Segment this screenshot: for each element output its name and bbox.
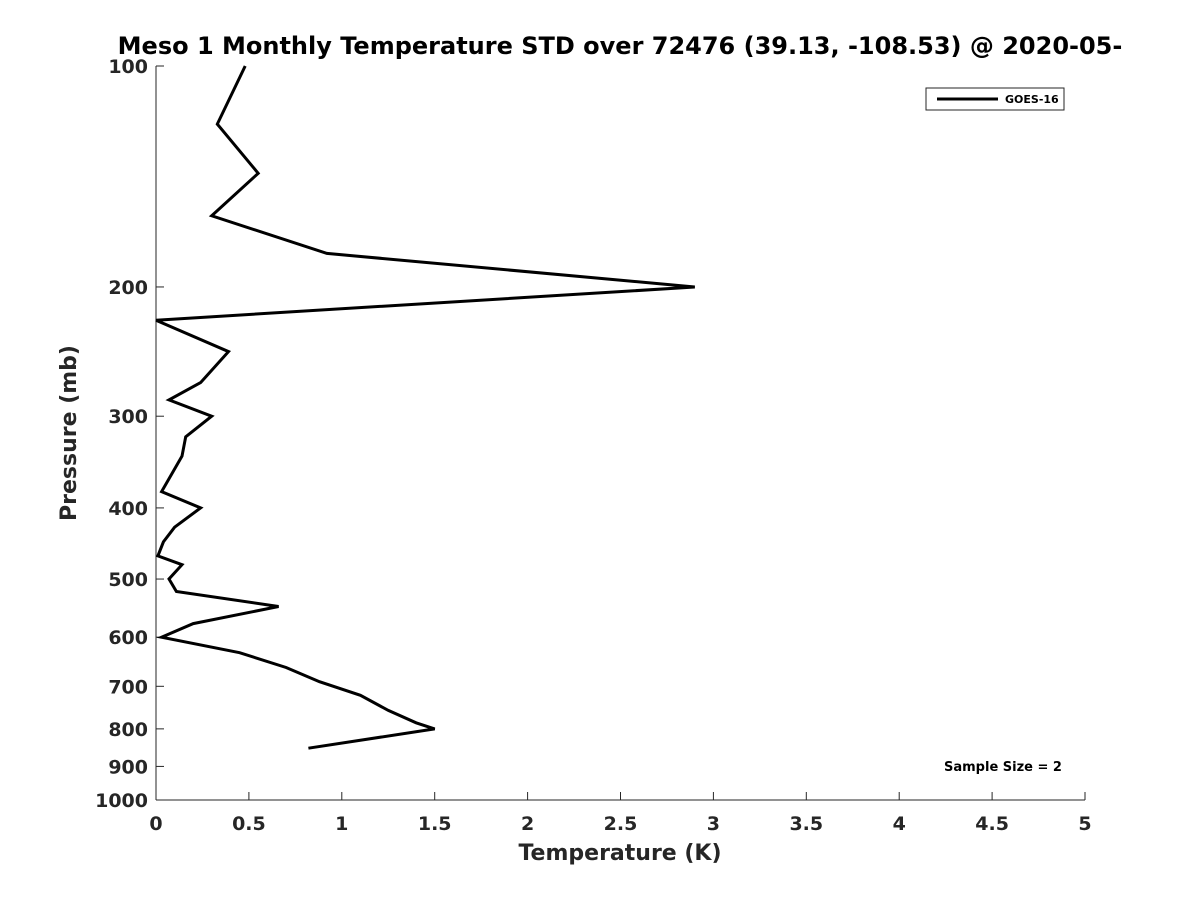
x-tick-label: 4 — [893, 813, 906, 835]
y-tick-label: 500 — [108, 569, 148, 591]
legend-label: GOES-16 — [1005, 93, 1059, 106]
x-tick-label: 1.5 — [418, 813, 452, 835]
legend: GOES-16 — [925, 87, 1065, 111]
y-axis-label: Pressure (mb) — [57, 345, 82, 521]
x-tick-label: 0.5 — [232, 813, 266, 835]
x-tick-label: 3 — [707, 813, 720, 835]
y-tick-label: 300 — [108, 406, 148, 428]
y-tick-label: 100 — [108, 56, 148, 78]
y-tick-label: 700 — [108, 676, 148, 698]
series-group — [155, 65, 695, 750]
x-tick-label: 0 — [149, 813, 162, 835]
x-tick-label: 2 — [521, 813, 534, 835]
axes — [155, 66, 1085, 801]
x-tick-label: 4.5 — [975, 813, 1009, 835]
y-tick-label: 1000 — [95, 790, 148, 812]
y-tick-label: 200 — [108, 277, 148, 299]
y-tick-label: 400 — [108, 498, 148, 520]
y-tick-label: 800 — [108, 719, 148, 741]
x-ticks: 0 0.5 1 1.5 2 2.5 3 3.5 4 4.5 5 — [149, 792, 1092, 835]
x-tick-label: 1 — [335, 813, 348, 835]
y-ticks: 100 200 300 400 500 600 700 800 900 1000 — [95, 56, 164, 812]
y-tick-label: 600 — [108, 627, 148, 649]
series-line-0 — [155, 65, 695, 750]
x-tick-label: 5 — [1078, 813, 1091, 835]
y-tick-label: 900 — [108, 756, 148, 778]
sample-size-annotation: Sample Size = 2 — [944, 760, 1062, 775]
x-axis-label: Temperature (K) — [518, 841, 721, 866]
x-tick-label: 2.5 — [604, 813, 638, 835]
x-tick-label: 3.5 — [789, 813, 823, 835]
chart-title: Meso 1 Monthly Temperature STD over 7247… — [118, 32, 1123, 60]
